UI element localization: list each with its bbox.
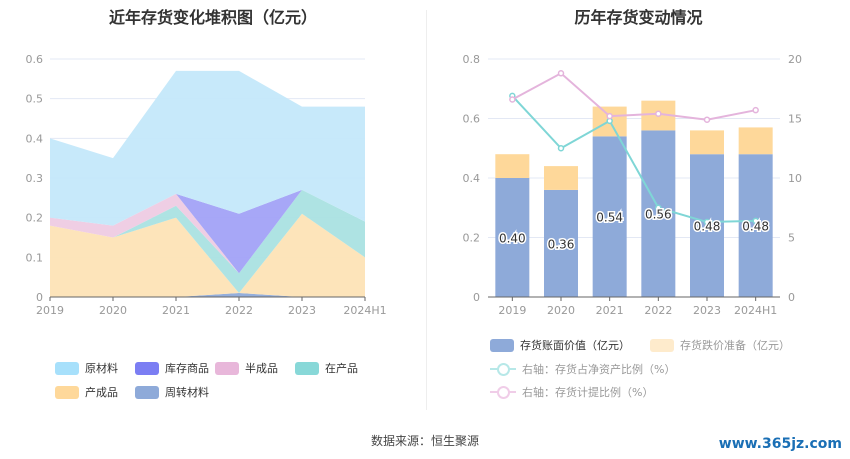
legend-impairment[interactable]: 存货跌价准备（亿元）: [650, 337, 790, 353]
x-tick-label: 2023: [693, 304, 721, 317]
y-tick-label: 0.6: [463, 113, 481, 126]
legend-label: 存货跌价准备（亿元）: [680, 339, 790, 352]
bar-value-label: 0.36: [548, 237, 575, 251]
divider: [426, 10, 427, 410]
x-tick-label: 2024H1: [343, 304, 386, 317]
x-tick-label: 2024H1: [734, 304, 777, 317]
legend-net-asset-ratio[interactable]: 右轴：存货占净资产比例（%）: [490, 361, 675, 377]
x-tick-label: 2020: [547, 304, 575, 317]
legend-label: 在产品: [325, 362, 358, 375]
area-原材料: [50, 70, 365, 226]
line-point: [655, 204, 662, 211]
y-tick-label: 0.4: [463, 172, 481, 185]
area-产成品: [50, 213, 365, 297]
area-库存商品: [50, 189, 365, 274]
line-point: [752, 106, 759, 114]
legend-swatch: [55, 385, 79, 399]
area-在产品: [50, 189, 365, 294]
bar-book-value: [544, 189, 578, 297]
y-tick-label: 0.5: [26, 93, 44, 106]
legend-label: 右轴：存货计提比例（%）: [522, 386, 654, 399]
y-tick-label: 0.2: [463, 232, 481, 245]
y2-tick-label: 15: [788, 113, 802, 126]
legend-provision-ratio[interactable]: 右轴：存货计提比例（%）: [490, 384, 653, 400]
left-chart-title: 近年存货变化堆积图（亿元）: [108, 8, 317, 27]
y-tick-label: 0.8: [463, 53, 481, 66]
y-tick-label: 0.1: [26, 251, 44, 264]
x-tick-label: 2021: [596, 304, 624, 317]
line-point: [752, 217, 759, 225]
legend-book-value[interactable]: 存货账面价值（亿元）: [490, 337, 630, 353]
bar-book-value: [738, 154, 773, 297]
line-point: [703, 218, 711, 226]
y2-tick-label: 0: [788, 291, 795, 304]
y2-tick-label: 10: [788, 172, 802, 185]
y-tick-label: 0.6: [26, 53, 44, 66]
x-tick-label: 2019: [36, 304, 64, 317]
legend-swatch: [295, 361, 319, 375]
legend-item[interactable]: 在产品: [295, 360, 358, 376]
line-2: [511, 95, 756, 224]
bar-book-value: [641, 130, 676, 297]
legend-item[interactable]: 周转材料: [135, 384, 209, 400]
legend-swatch: [55, 361, 79, 375]
bar-value-label: 0.54: [596, 211, 623, 225]
y-tick-label: 0: [36, 291, 43, 304]
area-半成品: [50, 189, 365, 274]
bar-value-label: 0.48: [742, 220, 769, 234]
line-point: [703, 116, 711, 123]
legend-swatch: [490, 338, 514, 352]
bar-value-label: 0.48: [694, 220, 721, 234]
legend-label: 周转材料: [165, 386, 209, 399]
x-tick-label: 2023: [288, 304, 316, 317]
y2-tick-label: 20: [788, 53, 802, 66]
legend-label: 库存商品: [165, 362, 209, 375]
legend-label: 原材料: [85, 362, 118, 375]
bar-impairment: [544, 166, 578, 190]
bar-book-value: [592, 136, 627, 297]
right-chart-title: 历年存货变动情况: [574, 8, 703, 27]
y-tick-label: 0: [473, 291, 480, 304]
data-source: 数据来源：恒生聚源: [370, 434, 479, 448]
x-tick-label: 2022: [644, 304, 672, 317]
legend-label: 存货账面价值（亿元）: [520, 339, 630, 352]
legend-label: 右轴：存货占净资产比例（%）: [522, 363, 676, 376]
bar-book-value: [690, 154, 724, 297]
legend-label: 半成品: [245, 362, 278, 375]
line-point: [655, 110, 662, 117]
legend-line-icon: [490, 363, 516, 376]
x-tick-label: 2022: [225, 304, 253, 317]
line-3: [511, 72, 756, 121]
x-tick-label: 2021: [162, 304, 190, 317]
legend-item[interactable]: 产成品: [55, 384, 118, 400]
line-point: [557, 70, 565, 77]
bar-value-label: 0.40: [499, 232, 526, 246]
legend-swatch: [135, 385, 159, 399]
legend-item[interactable]: 半成品: [215, 360, 278, 376]
line-point: [557, 145, 565, 152]
y-tick-label: 0.3: [26, 172, 44, 185]
watermark: www.365jz.com: [718, 436, 842, 452]
y2-tick-label: 5: [788, 232, 795, 245]
legend-label: 产成品: [85, 386, 118, 399]
legend-item[interactable]: 原材料: [55, 360, 118, 376]
x-tick-label: 2019: [498, 304, 526, 317]
legend-line-icon: [490, 386, 516, 399]
bar-impairment: [738, 127, 773, 155]
bar-book-value: [495, 178, 530, 297]
legend-swatch: [135, 361, 159, 375]
x-tick-label: 2020: [99, 304, 127, 317]
bar-value-label: 0.56: [645, 208, 672, 222]
bar-impairment: [495, 154, 530, 178]
y-tick-label: 0.4: [26, 132, 44, 145]
legend-swatch: [650, 338, 674, 352]
line-point: [606, 112, 613, 120]
line-point: [509, 96, 516, 103]
legend-item[interactable]: 库存商品: [135, 360, 209, 376]
legend-swatch: [215, 361, 239, 375]
bar-impairment: [690, 130, 724, 155]
y-tick-label: 0.2: [26, 212, 44, 225]
